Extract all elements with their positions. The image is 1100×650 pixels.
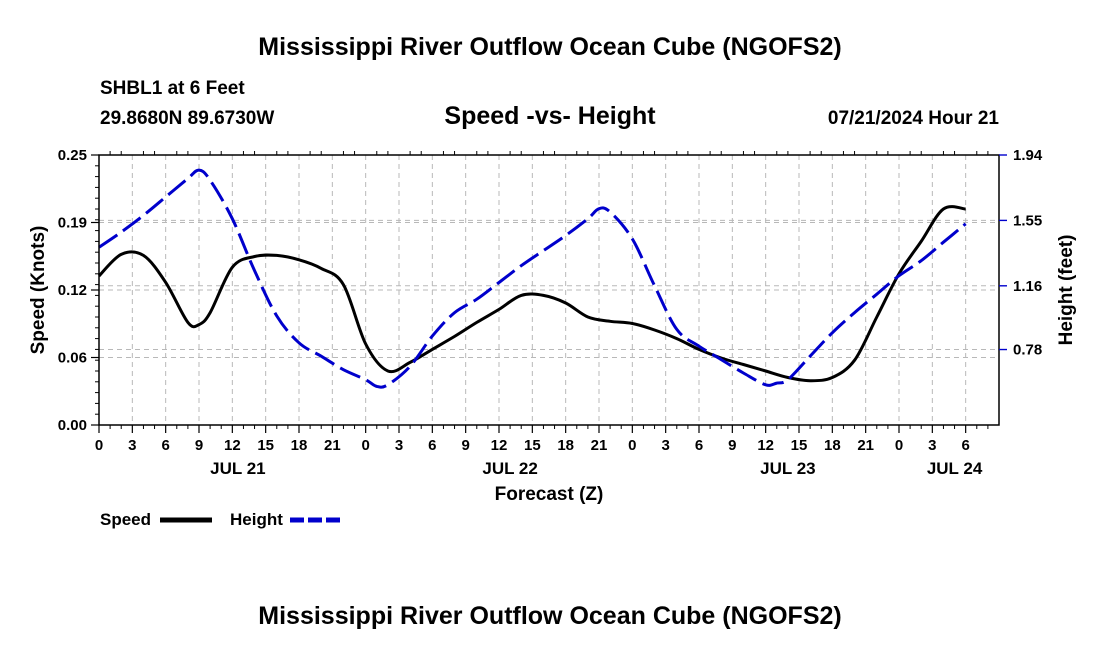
left-tick-label: 0.25 xyxy=(58,147,87,164)
footer-title: Mississippi River Outflow Ocean Cube (NG… xyxy=(258,602,841,630)
x-tick-label: 21 xyxy=(324,437,341,454)
x-tick-label: 12 xyxy=(757,437,774,454)
x-tick-label: 9 xyxy=(195,437,203,454)
left-tick-label: 0.06 xyxy=(58,350,87,367)
x-tick-label: 18 xyxy=(291,437,308,454)
datetime-label: 07/21/2024 Hour 21 xyxy=(828,108,1000,129)
x-tick-label: 0 xyxy=(628,437,636,454)
x-tick-label: 0 xyxy=(895,437,903,454)
gridlines xyxy=(99,155,999,425)
legend-height-label: Height xyxy=(230,510,283,529)
x-tick-label: 6 xyxy=(961,437,969,454)
left-tick-label: 0.12 xyxy=(58,282,87,299)
chart-subtitle: Speed -vs- Height xyxy=(444,102,656,130)
series-line-height xyxy=(98,168,967,389)
x-tick-label: 21 xyxy=(857,437,874,454)
right-axis: 0.78 1.16 1.55 1.94 xyxy=(999,147,1043,359)
series-line-speed xyxy=(97,205,966,383)
right-tick-label: 0.78 xyxy=(1013,342,1042,359)
chart-title: Mississippi River Outflow Ocean Cube (NG… xyxy=(258,33,841,61)
coordinates-label: 29.8680N 89.6730W xyxy=(100,108,274,129)
x-tick-label: 6 xyxy=(695,437,703,454)
x-tick-label: 15 xyxy=(524,437,541,454)
x-tick-label: 15 xyxy=(257,437,274,454)
right-tick-label: 1.94 xyxy=(1013,147,1043,164)
legend: Speed Height xyxy=(100,510,342,529)
right-tick-label: 1.16 xyxy=(1013,278,1042,295)
right-tick-label: 1.55 xyxy=(1013,212,1042,229)
left-axis: 0.00 0.06 0.12 0.19 0.25 xyxy=(58,147,99,434)
x-tick-label: 12 xyxy=(224,437,241,454)
x-tick-label: 6 xyxy=(428,437,436,454)
x-tick-label: 0 xyxy=(95,437,103,454)
x-axis-label: Forecast (Z) xyxy=(495,484,604,505)
x-tick-label: 9 xyxy=(461,437,469,454)
left-axis-label: Speed (Knots) xyxy=(28,226,49,355)
x-tick-label: 18 xyxy=(557,437,574,454)
series-lines xyxy=(97,168,967,389)
x-tick-label: 3 xyxy=(395,437,403,454)
date-label: JUL 23 xyxy=(760,459,815,478)
x-tick-label: 12 xyxy=(491,437,508,454)
x-tick-label: 15 xyxy=(791,437,808,454)
date-label: JUL 21 xyxy=(210,459,265,478)
x-tick-label: 18 xyxy=(824,437,841,454)
station-label: SHBL1 at 6 Feet xyxy=(100,78,245,99)
right-axis-label: Height (feet) xyxy=(1056,235,1077,346)
left-tick-label: 0.00 xyxy=(58,417,87,434)
x-tick-label: 6 xyxy=(161,437,169,454)
date-label: JUL 22 xyxy=(482,459,537,478)
legend-speed-label: Speed xyxy=(100,510,151,529)
x-tick-label: 3 xyxy=(128,437,136,454)
x-tick-label: 0 xyxy=(361,437,369,454)
date-label: JUL 24 xyxy=(927,459,983,478)
left-tick-label: 0.19 xyxy=(58,215,87,232)
x-tick-label: 21 xyxy=(591,437,608,454)
x-axis: 0 3 6 9 12 15 18 21 0 3 6 9 12 15 18 21 0 3 6 9 12 15 18 21 0 3 6 J… xyxy=(95,151,989,478)
x-tick-label: 3 xyxy=(661,437,669,454)
x-tick-label: 3 xyxy=(928,437,936,454)
x-tick-label: 9 xyxy=(728,437,736,454)
